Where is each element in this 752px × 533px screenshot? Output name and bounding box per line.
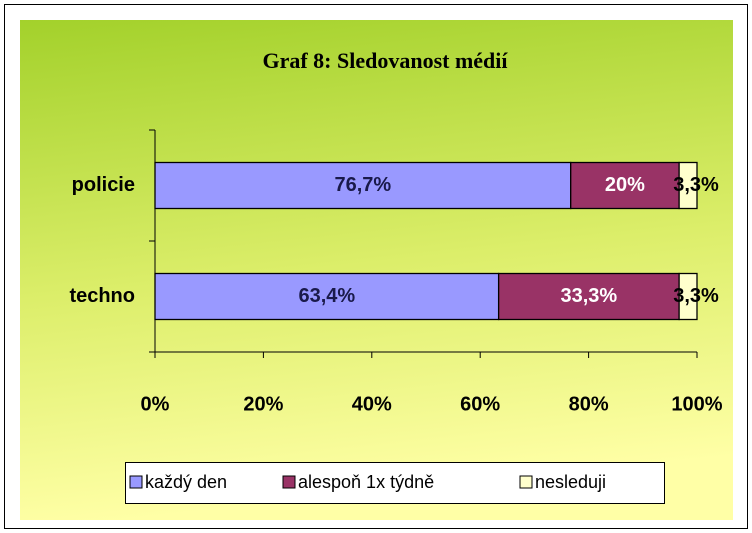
value-label: 20% [605,174,645,196]
plot-background [20,20,733,520]
legend [125,462,665,504]
bar-segment [570,161,680,210]
legend-swatch [129,475,143,489]
bar-segment [497,272,680,321]
x-tick-label: 80% [569,393,609,415]
x-tick-label: 60% [460,393,500,415]
bar-segment [678,161,698,210]
value-label: 33,3% [561,285,618,307]
value-label: 63,4% [298,285,355,307]
legend-swatch [519,475,533,489]
legend-label: každý den [145,472,227,492]
x-tick-label: 100% [671,393,722,415]
x-tick-label: 20% [243,393,283,415]
category-label: techno [69,285,135,307]
legend-label: nesleduji [535,472,606,492]
x-tick-label: 0% [141,393,170,415]
value-label: 3,3% [673,174,719,196]
chart-title: Graf 8: Sledovanost médií [262,48,508,73]
legend-swatch [282,475,296,489]
legend-label: alespoň 1x týdně [298,472,434,492]
value-label: 76,7% [334,174,391,196]
value-label: 3,3% [673,285,719,307]
category-label: policie [72,174,135,196]
bar-segment [678,272,698,321]
x-tick-label: 40% [352,393,392,415]
